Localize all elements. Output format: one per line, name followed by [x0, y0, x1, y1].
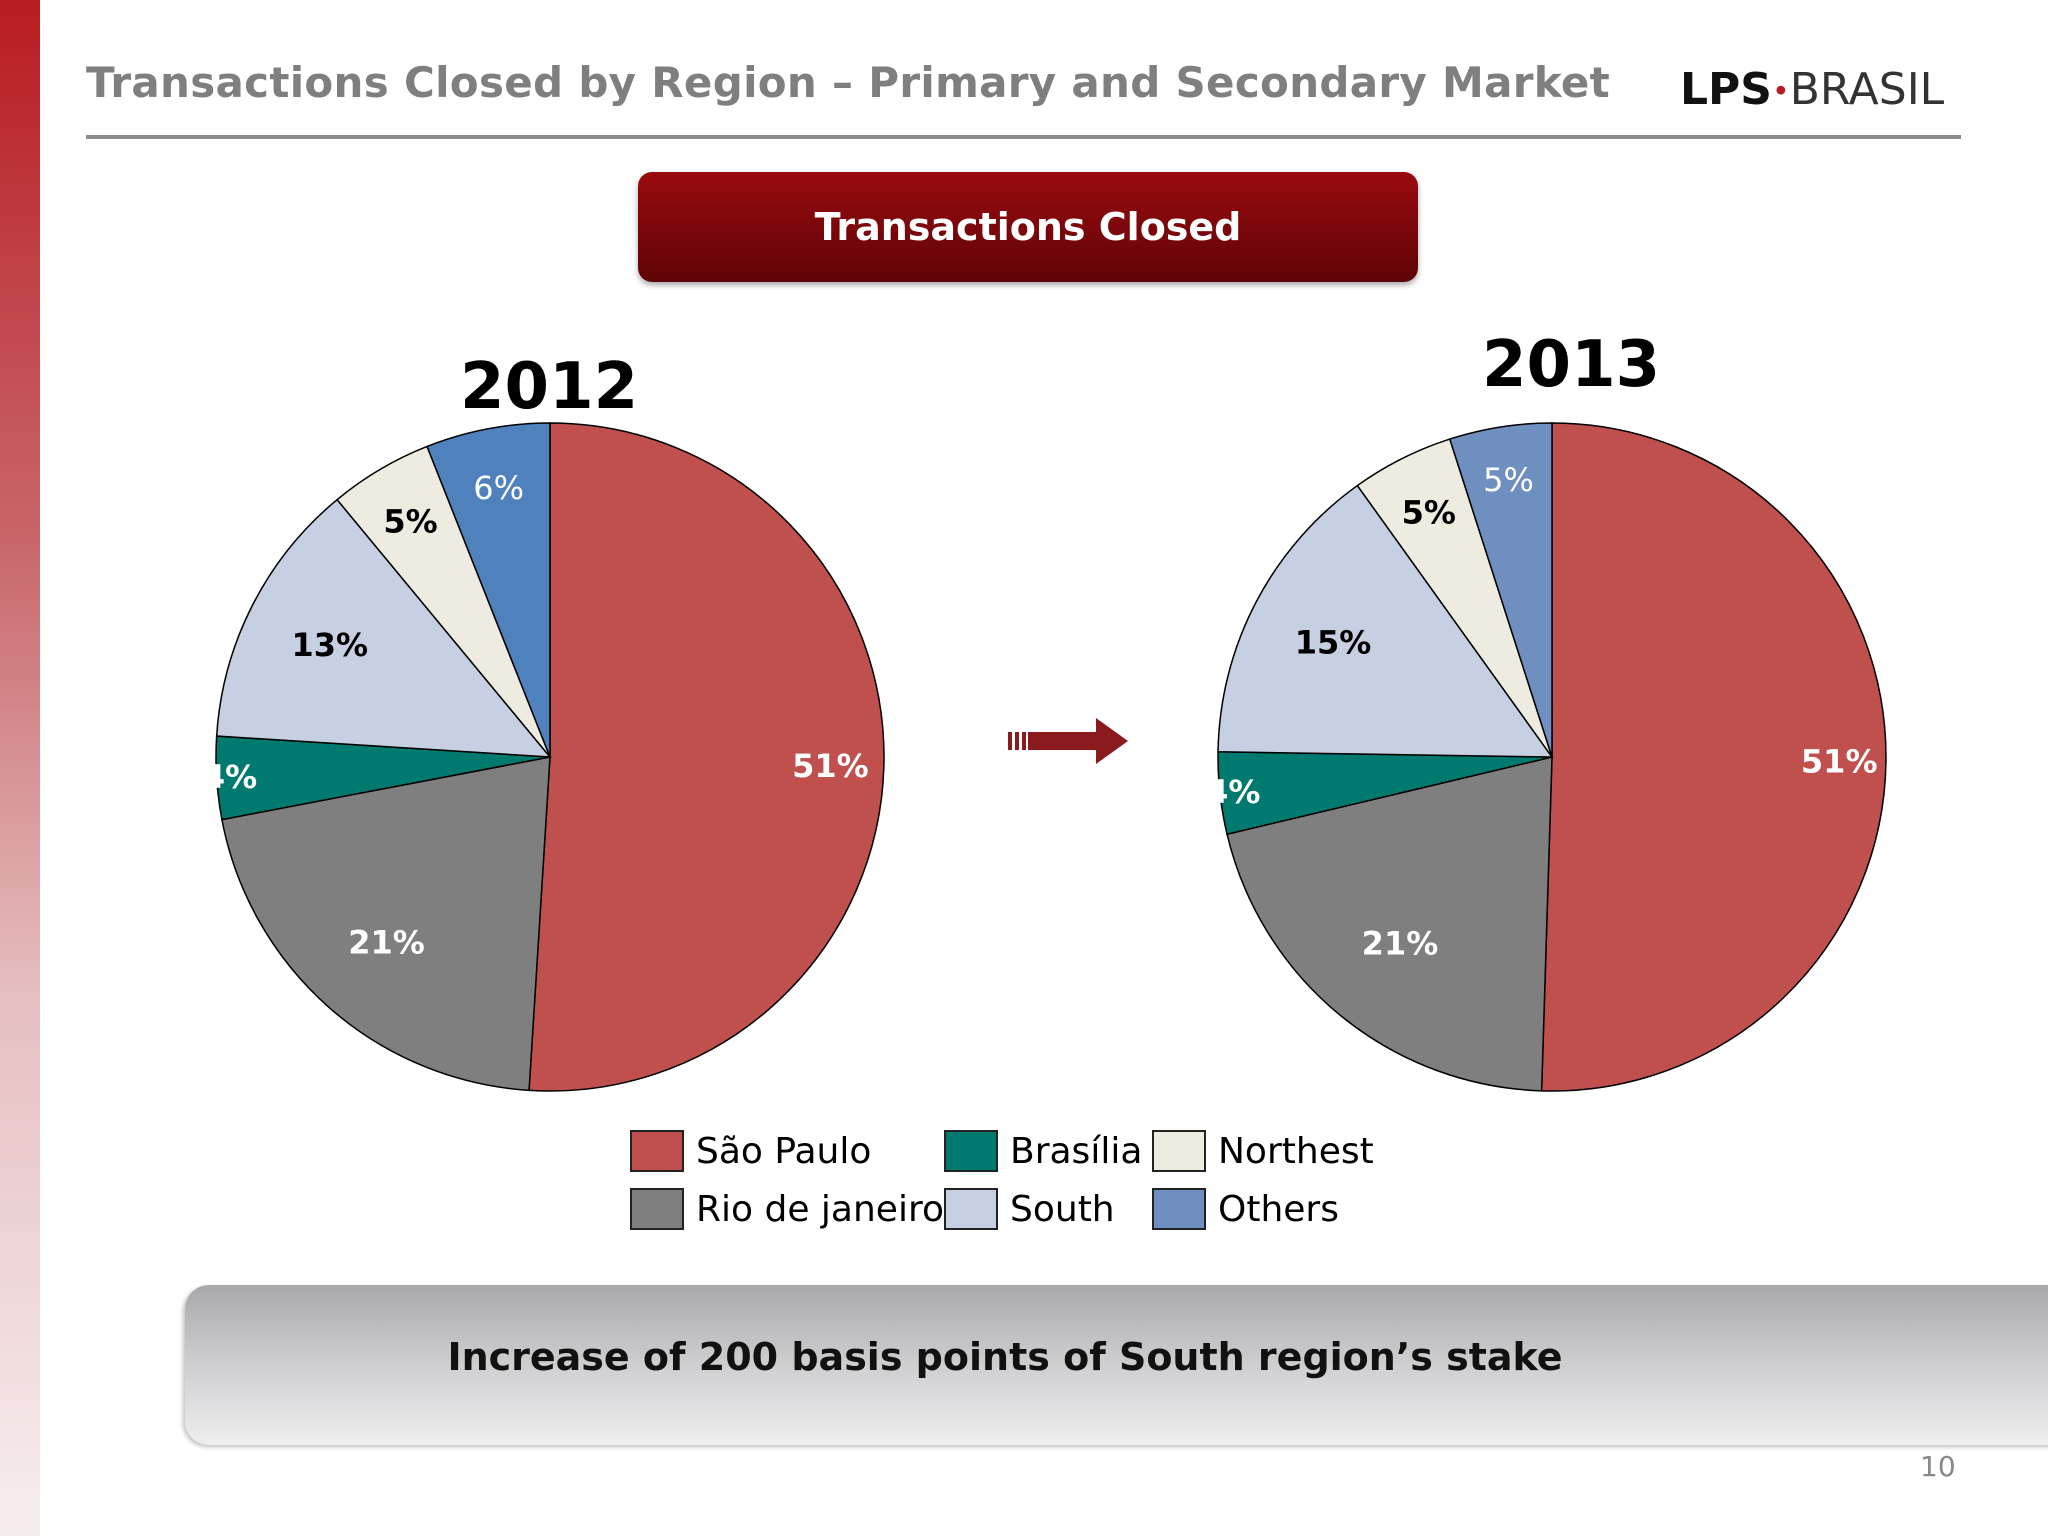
legend-label: Northest [1218, 1130, 1374, 1172]
logo-dot: • [1771, 74, 1790, 110]
data-label-northest: 5% [1402, 493, 1456, 531]
left-accent-bar [0, 0, 40, 1536]
summary-bar: Increase of 200 basis points of South re… [185, 1285, 2048, 1445]
legend-item-brasilia: Brasília [944, 1130, 1142, 1172]
legend-swatch [944, 1188, 998, 1230]
data-label-brasilia: 4% [203, 758, 257, 796]
pie-slice-others [426, 422, 551, 758]
data-label-others: 5% [1483, 461, 1534, 499]
pie-chart-2012: 51% 21% 4% 13% 5% 6% [203, 422, 885, 1092]
legend-label: South [1010, 1188, 1115, 1230]
legend-label: Rio de janeiro [696, 1188, 944, 1230]
data-label-sao-paulo: 51% [792, 747, 869, 785]
data-label-rio-de-janeiro: 21% [1362, 924, 1439, 962]
chart-title-2013: 2013 [1482, 328, 1661, 402]
lps-brasil-logo: LPS•BRASIL [1680, 64, 1944, 115]
legend-label: Brasília [1010, 1130, 1143, 1172]
data-label-others: 6% [473, 469, 524, 507]
data-label-south: 13% [291, 626, 368, 664]
legend-swatch [944, 1130, 998, 1172]
data-label-sao-paulo: 51% [1801, 742, 1878, 780]
legend-swatch [630, 1188, 684, 1230]
legend-swatch [1152, 1188, 1206, 1230]
pie-slice-south [215, 498, 552, 758]
right-arrow-icon [1008, 718, 1128, 764]
pie-slice-others [1448, 422, 1553, 758]
legend-item-rio: Rio de janeiro [630, 1188, 944, 1230]
pie-chart-2013: 51% 21% 4% 15% 5% 5% [1206, 422, 1887, 1092]
pie-slice-rio-de-janeiro [1226, 756, 1553, 1092]
title-divider [86, 135, 1961, 139]
legend-item-south: South [944, 1188, 1115, 1230]
legend-item-sao-paulo: São Paulo [630, 1130, 871, 1172]
summary-text: Increase of 200 basis points of South re… [447, 1335, 1563, 1379]
section-banner: Transactions Closed [638, 172, 1418, 282]
chart-title-2012: 2012 [460, 350, 639, 424]
data-label-south: 15% [1295, 623, 1372, 661]
legend-swatch [1152, 1130, 1206, 1172]
pie-slice-sao-paulo [528, 422, 885, 1092]
logo-brasil: BRASIL [1789, 64, 1945, 115]
legend-item-northest: Northest [1152, 1130, 1374, 1172]
data-label-rio-de-janeiro: 21% [348, 923, 425, 961]
legend-label: Others [1218, 1188, 1339, 1230]
banner-label: Transactions Closed [814, 205, 1242, 249]
pie-slice-south [1217, 484, 1554, 758]
slide-title: Transactions Closed by Region – Primary … [86, 58, 1611, 107]
logo-lps: LPS [1680, 64, 1772, 115]
pie-slice-sao-paulo [1540, 422, 1887, 1092]
legend-label: São Paulo [696, 1130, 872, 1172]
legend-swatch [630, 1130, 684, 1172]
page-number: 10 [1920, 1450, 1956, 1483]
legend-item-others: Others [1152, 1188, 1339, 1230]
data-label-northest: 5% [383, 502, 437, 540]
data-label-brasilia: 4% [1206, 773, 1260, 811]
pie-slice-rio-de-janeiro [221, 756, 551, 1092]
